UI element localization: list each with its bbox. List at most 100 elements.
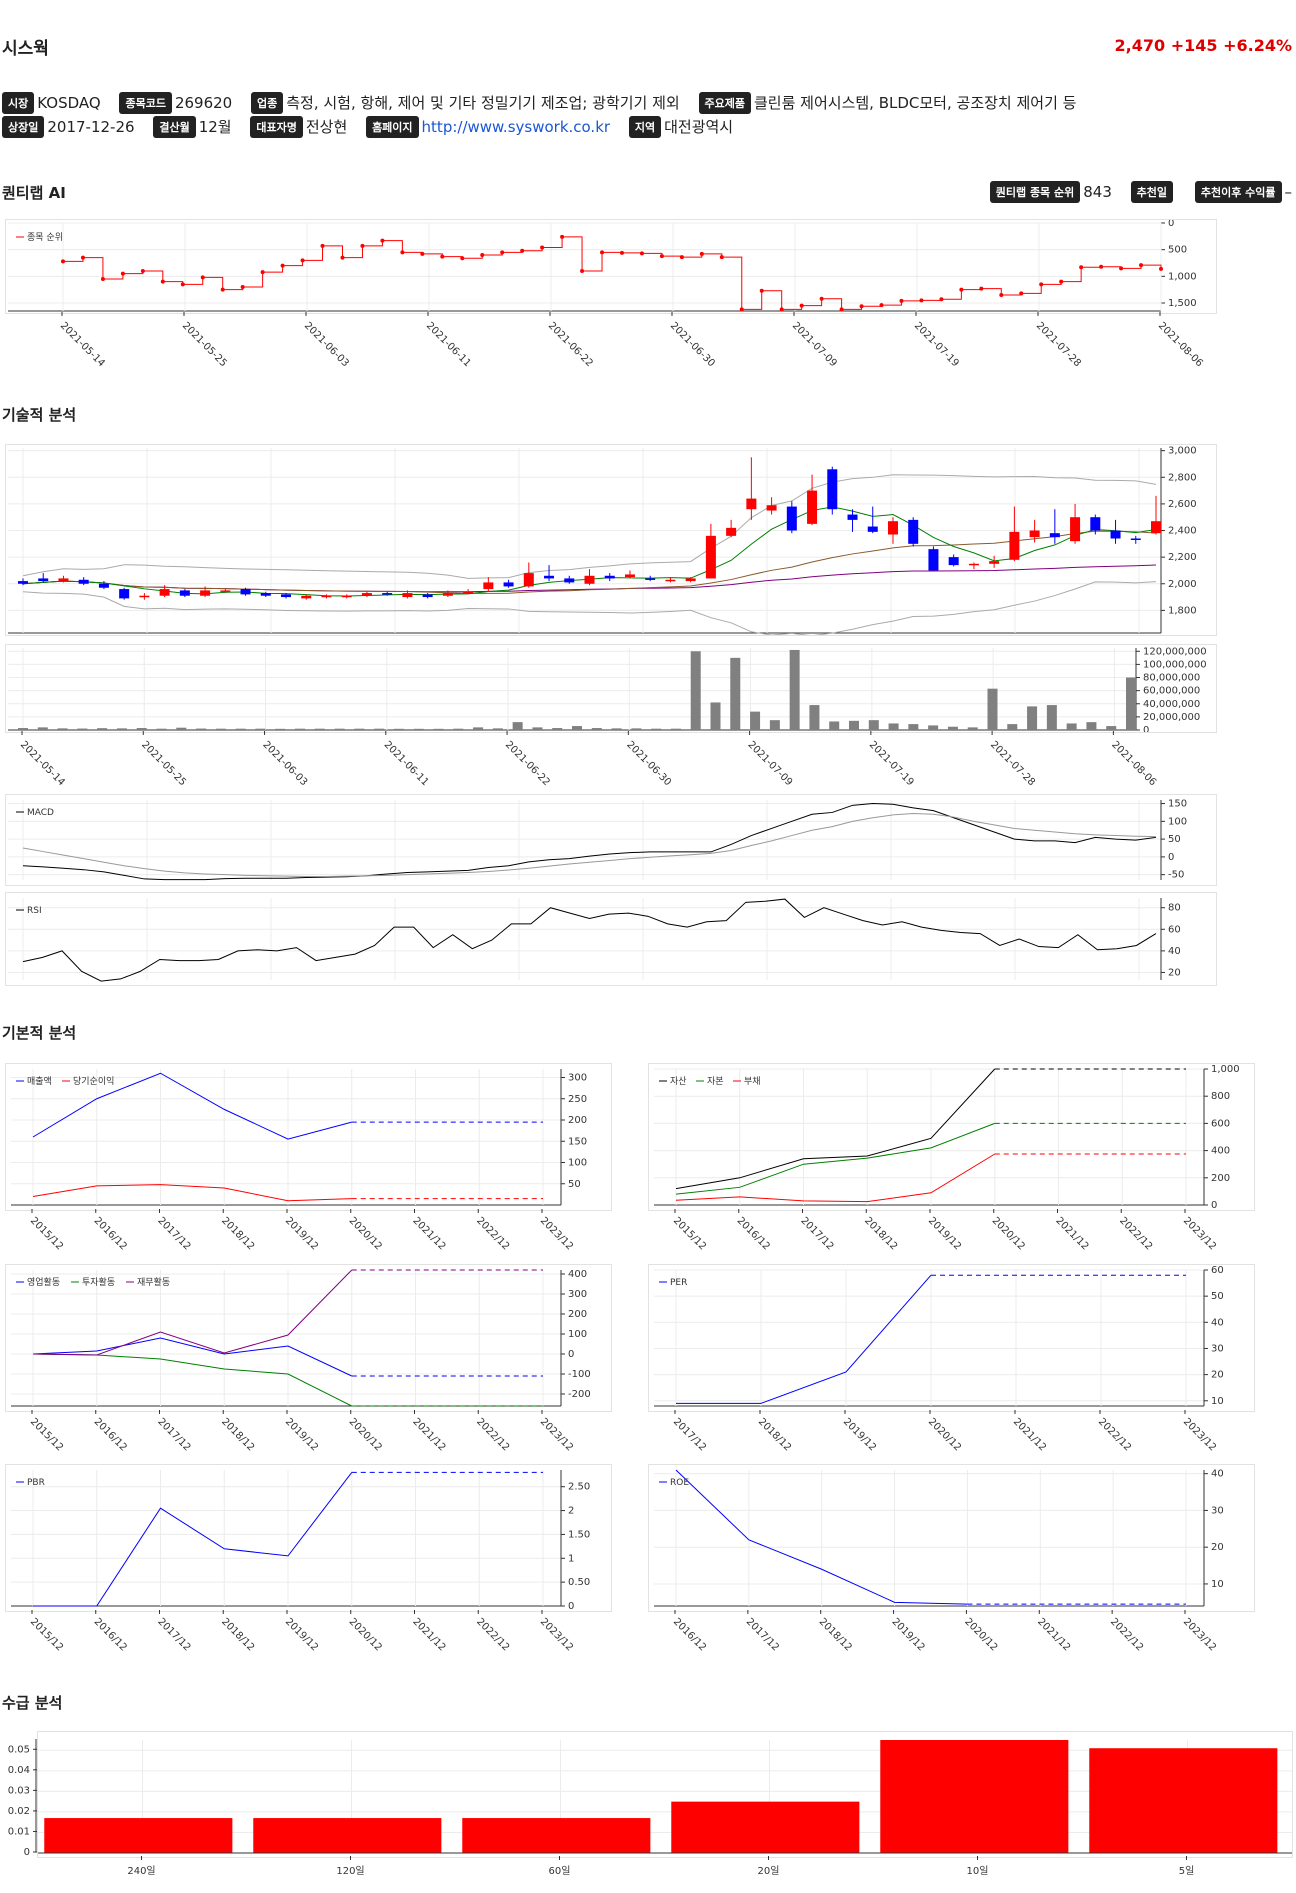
legend-label: 자본 [707,1076,724,1087]
candle-body [705,535,716,579]
candle-body [382,593,393,595]
candle-body [1009,531,1020,560]
volume-bar [829,721,840,730]
y-tick-label: 40 [1211,1469,1224,1480]
x-tick-label: 2021/12 [1011,1416,1048,1453]
x-tick-label: 2023/12 [1181,1616,1218,1653]
y-tick-label: 20 [1211,1542,1224,1553]
rank-point [220,287,225,292]
rank-point [1139,263,1144,268]
candle-body [483,582,494,590]
balance-line-1 [675,1122,995,1195]
rank-point [420,251,425,256]
candle-body [544,575,555,579]
candle-body [989,561,1000,564]
pbr-chart-panel: 0 0.50 1 1.50 2 2.50 PBR [5,1464,612,1612]
candle-body [301,595,312,599]
y-tick-label: 60,000,000 [1143,686,1200,697]
legend-label: 부채 [744,1076,761,1087]
section-title-tech: 기술적 분석 [2,406,77,424]
volume-bar [809,705,820,730]
rank-point [679,255,684,260]
candle-body [827,469,838,510]
x-tick-label: 5일 [1179,1865,1195,1877]
rsi-chart: 20 40 60 80 RSI [8,898,1181,982]
candle-body [78,579,89,584]
y-tick-label: 0 [568,1349,574,1360]
candle-body [422,594,433,598]
x-tick-label: 2018/12 [219,1215,256,1252]
y-tick-label: 200 [568,1115,587,1126]
rank-point [360,243,365,248]
rank-point [320,243,325,248]
cashflow-line-2 [32,1269,353,1356]
volume-bar [235,728,246,730]
rank-point [280,263,285,268]
volume-bar [57,728,68,730]
macd-line-1 [22,813,1157,877]
volume-bar [37,727,48,730]
x-tick-label: 2019/12 [926,1215,963,1252]
rank-point [619,250,624,255]
roe-chart: 10 20 30 40 ROE [654,1469,1224,1607]
cashflow-line-0 [32,1337,352,1377]
volume-bar [631,728,642,730]
roe-x-axis: 2016/12 2017/12 2018/12 2019/12 2020/12 2021/… [671,1610,1218,1653]
candle-body [968,563,979,566]
x-tick-label: 2020/12 [347,1616,384,1653]
volume-bar [196,728,207,730]
x-tick-label: 2023/12 [1181,1215,1218,1252]
rank-point [240,285,245,289]
volume-bar [1106,726,1117,730]
volume-bar [967,727,978,730]
candle-body [726,527,737,536]
y-tick-label: 2,600 [1168,499,1197,510]
balance-chart: 0 200 400 600 800 1,000 자산 자본 부채 [654,1064,1240,1211]
x-tick-label: 10일 [967,1865,989,1877]
y-tick-label: 0 [1168,220,1174,229]
x-tick-label: 2019/12 [283,1616,320,1653]
volume-bar [1126,677,1136,730]
candle-body [1049,533,1060,538]
candle-body [463,591,474,594]
x-tick-label: 2021-06-11 [382,739,431,788]
rank-point [959,287,964,292]
per-chart: 10 20 30 40 50 60 PER [654,1265,1224,1407]
candle-body [867,526,878,532]
per-chart-panel: 10 20 30 40 50 60 PER [648,1264,1255,1412]
x-tick-label: 2021/12 [410,1416,447,1453]
y-tick-label: 250 [568,1094,587,1105]
candle-body [220,590,231,592]
legend-label: 당기순이익 [73,1075,114,1087]
pbr-line-0 [33,1472,353,1607]
x-tick-label: 2019/12 [889,1616,926,1653]
pbr-chart: 0 0.50 1 1.50 2 2.50 PBR [11,1470,590,1612]
y-tick-label: 0 [568,1601,574,1611]
x-tick-label: 2018/12 [862,1215,899,1252]
x-tick-label: 60일 [549,1865,571,1877]
x-tick-label: 2015/12 [28,1616,65,1653]
candle-body [98,583,109,588]
rec-date-tag: 추천일 [1130,181,1174,203]
y-tick-label: 40 [1211,1317,1224,1328]
rank-point [859,304,864,309]
y-tick-label: 0 [24,1847,30,1856]
legend-label: RSI [27,906,42,916]
x-tick-label: 2021-08-06 [1156,320,1205,369]
rank-point [200,275,205,280]
volume-bar [651,728,662,730]
ma20-line [22,530,1157,594]
x-tick-label: 2019/12 [841,1416,878,1453]
legend-label: 재무활동 [137,1276,170,1288]
rank-point [140,269,145,273]
homepage-link[interactable]: http://www.syswork.co.kr [421,118,611,136]
bollinger-lower [22,581,1157,637]
y-tick-label: 0.02 [8,1806,30,1817]
candle-body [200,590,211,596]
rank-point [340,255,345,260]
x-tick-label: 2016/12 [735,1215,772,1252]
x-tick-label: 2019/12 [283,1215,320,1252]
rsi-chart-panel: 20 40 60 80 RSI [5,892,1217,986]
info-row-2: 상장일 2017-12-26 결산월 12월 대표자명 전상현 홈페이지 http://… [2,116,747,138]
rank-point [1119,266,1124,271]
